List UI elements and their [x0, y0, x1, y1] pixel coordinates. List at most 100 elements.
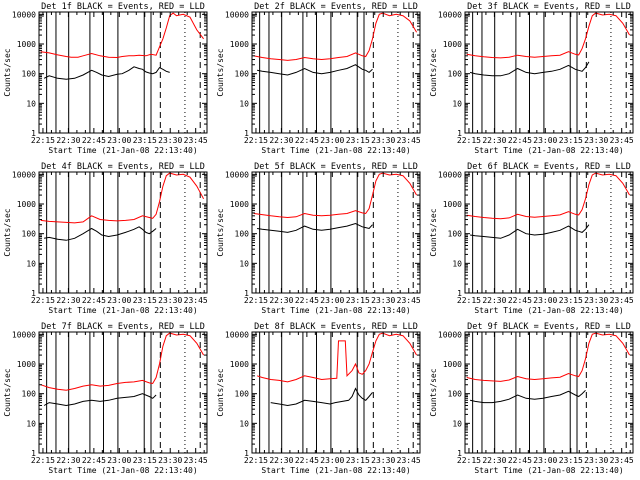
y-tick-label: 10	[239, 259, 249, 268]
y-tick-label: 10	[452, 419, 462, 428]
x-tick-label: 23:30	[371, 456, 395, 465]
x-tick-label: 22:45	[508, 136, 532, 145]
x-tick-label: 22:15	[31, 456, 55, 465]
events-series-line	[43, 393, 157, 407]
x-tick-label: 23:15	[559, 296, 583, 305]
x-tick-label: 23:45	[397, 136, 421, 145]
x-tick-label: 23:30	[158, 136, 182, 145]
x-axis-label: Start Time (21-Jan-08 22:13:40)	[474, 306, 623, 315]
plot-title: Det 9f BLACK = Events, RED = LLD	[467, 322, 631, 332]
x-tick-label: 23:45	[610, 136, 634, 145]
plot-panel: Det 4f BLACK = Events, RED = LLD 1 10 100 10…	[0, 160, 213, 320]
x-tick-label: 23:30	[158, 456, 182, 465]
y-axis-label: Counts/sec	[429, 48, 438, 96]
y-tick-label: 10000	[225, 170, 249, 179]
plot-frame	[464, 171, 634, 294]
y-tick-label: 1000	[443, 40, 462, 49]
plot-frame	[38, 171, 208, 294]
events-series-line	[44, 226, 157, 241]
y-axis-label: Counts/sec	[216, 368, 225, 416]
y-axis-label: Counts/sec	[3, 48, 12, 96]
plot-title: Det 5f BLACK = Events, RED = LLD	[254, 162, 418, 172]
x-tick-label: 22:45	[508, 296, 532, 305]
y-tick-label: 100	[22, 390, 37, 399]
x-tick-label: 22:15	[244, 136, 268, 145]
y-tick-label: 100	[235, 230, 250, 239]
x-tick-label: 22:15	[31, 296, 55, 305]
plot-frame	[251, 171, 421, 294]
x-axis-label: Start Time (21-Jan-08 22:13:40)	[48, 466, 197, 475]
x-tick-label: 23:45	[610, 296, 634, 305]
plot-panel: Det 7f BLACK = Events, RED = LLD 1 10 100 10…	[0, 320, 213, 480]
events-series-line	[257, 222, 373, 233]
lld-series-line	[40, 12, 204, 59]
x-tick-label: 23:15	[559, 136, 583, 145]
y-tick-label: 1000	[230, 40, 249, 49]
x-tick-label: 22:45	[82, 136, 106, 145]
plot-title: Det 2f BLACK = Events, RED = LLD	[254, 2, 418, 12]
plot-title: Det 1f BLACK = Events, RED = LLD	[41, 2, 205, 12]
y-tick-label: 10000	[438, 170, 462, 179]
events-series-line	[43, 66, 170, 80]
x-tick-label: 22:30	[482, 456, 506, 465]
y-tick-label: 1	[244, 129, 249, 138]
plot-frame	[464, 11, 634, 134]
plot-title: Det 3f BLACK = Events, RED = LLD	[467, 2, 631, 12]
plot-title: Det 4f BLACK = Events, RED = LLD	[41, 162, 205, 172]
x-tick-label: 23:30	[584, 296, 608, 305]
x-tick-label: 23:15	[346, 296, 370, 305]
y-tick-label: 1	[31, 129, 36, 138]
y-tick-label: 10000	[12, 330, 36, 339]
plot-panel: Det 8f BLACK = Events, RED = LLD 1 10 100 10…	[213, 320, 426, 480]
y-tick-label: 1000	[17, 40, 36, 49]
plot-frame	[251, 11, 421, 134]
y-tick-label: 10	[26, 419, 36, 428]
x-tick-label: 23:45	[184, 456, 208, 465]
x-tick-label: 22:30	[56, 296, 80, 305]
plot-panel: Det 5f BLACK = Events, RED = LLD 1 10 100 10…	[213, 160, 426, 320]
y-tick-label: 100	[448, 230, 463, 239]
y-axis-label: Counts/sec	[429, 208, 438, 256]
y-tick-label: 10	[452, 259, 462, 268]
lld-series-line	[466, 332, 631, 382]
lld-series-line	[253, 172, 418, 219]
plot-panel: Det 2f BLACK = Events, RED = LLD 1 10 100 10…	[213, 0, 426, 160]
lld-series-line	[256, 332, 418, 383]
x-tick-label: 23:30	[158, 296, 182, 305]
x-tick-label: 23:00	[533, 136, 557, 145]
x-tick-label: 23:30	[371, 136, 395, 145]
lld-series-line	[40, 172, 205, 224]
y-tick-label: 10000	[12, 10, 36, 19]
x-tick-label: 22:30	[56, 136, 80, 145]
y-tick-label: 100	[448, 70, 463, 79]
lld-series-line	[466, 12, 631, 59]
y-tick-label: 10	[452, 99, 462, 108]
y-axis-label: Counts/sec	[216, 208, 225, 256]
x-tick-label: 23:00	[107, 296, 131, 305]
y-tick-label: 1000	[230, 200, 249, 209]
y-tick-label: 100	[448, 390, 463, 399]
plot-panel: Det 3f BLACK = Events, RED = LLD 1 10 100 10…	[426, 0, 639, 160]
x-tick-label: 22:30	[269, 456, 293, 465]
x-tick-label: 23:15	[133, 136, 157, 145]
y-tick-label: 10000	[438, 330, 462, 339]
x-tick-label: 22:45	[82, 296, 106, 305]
y-tick-label: 10	[26, 259, 36, 268]
y-tick-label: 1000	[17, 200, 36, 209]
plot-panel: Det 6f BLACK = Events, RED = LLD 1 10 100 10…	[426, 160, 639, 320]
plot-frame	[38, 331, 208, 454]
x-tick-label: 23:30	[584, 136, 608, 145]
x-tick-label: 23:45	[397, 456, 421, 465]
lld-series-line	[40, 332, 205, 391]
y-tick-label: 1	[244, 449, 249, 458]
y-tick-label: 1	[31, 449, 36, 458]
y-tick-label: 10	[239, 419, 249, 428]
x-tick-label: 23:45	[184, 136, 208, 145]
y-tick-label: 1	[31, 289, 36, 298]
plot-title: Det 7f BLACK = Events, RED = LLD	[41, 322, 205, 332]
x-tick-label: 22:30	[269, 296, 293, 305]
y-tick-label: 1	[457, 289, 462, 298]
x-tick-label: 23:30	[371, 296, 395, 305]
y-tick-label: 100	[235, 390, 250, 399]
